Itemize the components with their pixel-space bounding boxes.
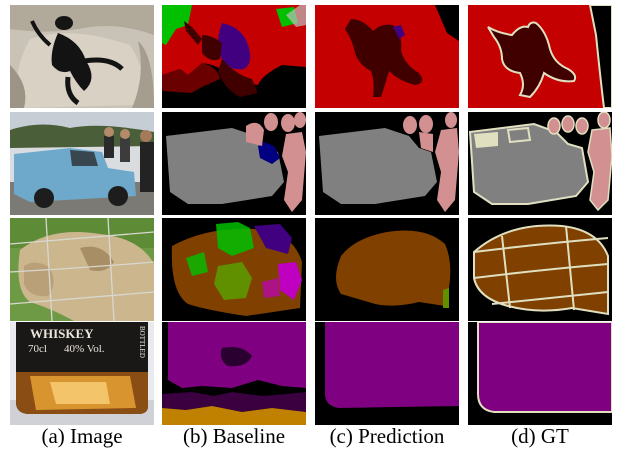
bottle-label-bottled: BOTTLED: [138, 326, 146, 358]
row2-gt-segmentation: [468, 112, 612, 215]
row3-gt-segmentation: [468, 218, 612, 321]
row1-image-cat: [10, 5, 154, 108]
bottle-label-whiskey: WHISKEY: [30, 326, 94, 341]
row2-baseline-segmentation: [162, 112, 306, 215]
caption-baseline: (b) Baseline: [182, 424, 286, 448]
row3-baseline-segmentation: [162, 218, 306, 321]
row4-baseline-segmentation: [162, 322, 306, 425]
caption-gt: (d) GT: [511, 424, 569, 448]
bottle-label-volume: 70cl: [28, 343, 47, 355]
row3-image-sheep: [10, 218, 154, 321]
bottle-label-abv: 40% Vol.: [64, 343, 105, 355]
caption-image: (a) Image: [41, 424, 123, 448]
row1-baseline-segmentation: [162, 5, 306, 108]
row1-prediction-segmentation: [315, 5, 459, 108]
row4-gt-segmentation: [468, 322, 612, 425]
caption-prediction: (c) Prediction: [329, 424, 445, 448]
row4-prediction-segmentation: [315, 322, 459, 425]
row1-gt-segmentation: [468, 5, 612, 108]
row2-prediction-segmentation: [315, 112, 459, 215]
row4-image-bottle: WHISKEY 70cl 40% Vol. BOTTLED: [10, 322, 154, 425]
row2-image-truck: [10, 112, 154, 215]
row3-prediction-segmentation: [315, 218, 459, 321]
